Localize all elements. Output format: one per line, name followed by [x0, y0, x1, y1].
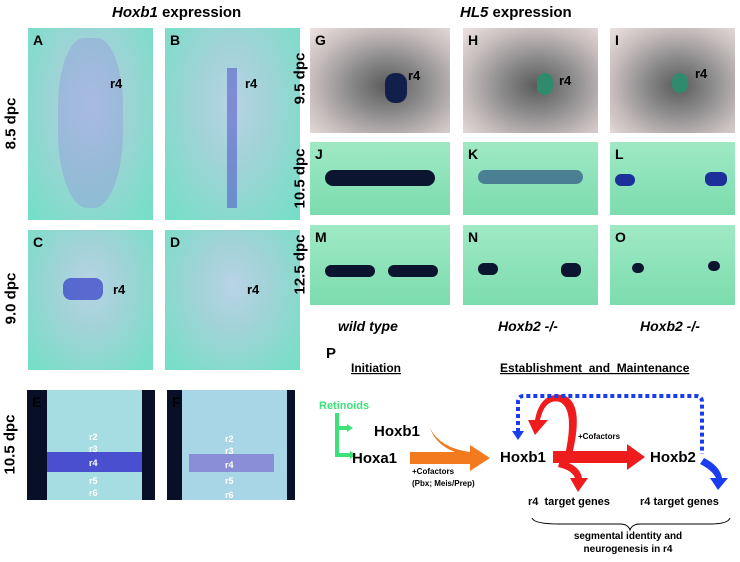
caption-hoxb2-mutant-2: Hoxb2 -/-	[640, 318, 700, 334]
r4-target-genes-2: r4 target genes	[640, 496, 719, 508]
cofactors-1: +Cofactors	[412, 467, 455, 476]
cofactors-2: +Cofactors	[578, 432, 621, 441]
caption-wild-type: wild type	[338, 318, 398, 334]
initiation-heading: Initiation	[351, 361, 401, 375]
hoxb1-label: Hoxb1	[500, 449, 546, 466]
outcome-line2: neurogenesis in r4	[584, 544, 673, 555]
panel-o: O	[610, 225, 735, 305]
establishment-heading: Establishment and Maintenance	[500, 361, 690, 375]
hoxa1-label: Hoxa1	[352, 450, 397, 467]
red-autoregulation-arrow	[528, 394, 577, 455]
red-arrow-hoxb2	[553, 444, 645, 470]
blue-target-arrow	[700, 458, 728, 490]
hoxb1-initiation: Hoxb1	[374, 423, 420, 440]
panel-l: L	[610, 142, 735, 215]
panel-e: E r2 r3 r4 r5 r6	[27, 390, 155, 500]
outcome-line1: segmental identity and	[574, 531, 682, 542]
cofactors-1-detail: (Pbx; Meis/Prep)	[412, 479, 475, 488]
panel-p-label: P	[326, 345, 336, 362]
panel-f: F r2 r3 r4 r5 r6	[167, 390, 295, 500]
hoxb2-label: Hoxb2	[650, 449, 696, 466]
hoxb1-expression-title: Hoxb1 expression	[112, 4, 242, 21]
brace	[531, 517, 731, 532]
caption-hoxb2-mutant-1: Hoxb2 -/-	[498, 318, 558, 334]
hl5-expression-title: HL5 expression	[460, 4, 572, 21]
red-target-arrow	[558, 460, 588, 492]
retinoid-arrows	[335, 413, 350, 457]
panel-m: M	[310, 225, 450, 305]
panel-j: J	[310, 142, 450, 215]
blue-dotted-feedback	[516, 394, 704, 454]
panel-k: K	[463, 142, 598, 215]
panel-n: N	[463, 225, 598, 305]
r4-target-genes-1: r4 target genes	[528, 496, 610, 508]
orange-arrow	[410, 428, 490, 471]
retinoids-label: Retinoids	[319, 400, 369, 412]
